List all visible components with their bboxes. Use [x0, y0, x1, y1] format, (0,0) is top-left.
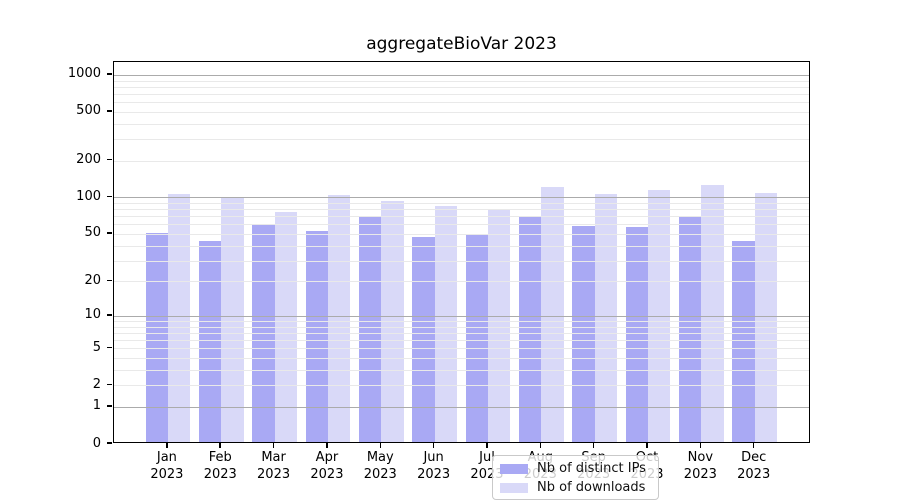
y-tick-mark — [107, 158, 112, 161]
y-tick-label: 200 — [76, 152, 101, 168]
x-tick-label-nov: Nov 2023 — [683, 450, 717, 482]
x-tick-mark — [432, 443, 435, 448]
x-tick-mark — [752, 443, 755, 448]
y-tick-mark — [107, 383, 112, 386]
bar-sep-downloads — [594, 193, 617, 442]
x-tick-mark — [272, 443, 275, 448]
bar-mar-distinct-ips — [252, 225, 275, 442]
bar-jan-downloads — [167, 194, 191, 442]
y-tick-label: 10 — [84, 307, 101, 323]
bar-nov-distinct-ips — [679, 217, 702, 442]
legend: Nb of distinct IPs Nb of downloads — [492, 455, 659, 500]
legend-row-downloads: Nb of downloads — [493, 478, 658, 497]
x-tick-label-jan: Jan 2023 — [150, 450, 184, 482]
bar-oct-distinct-ips — [625, 226, 648, 442]
bars-layer — [114, 62, 809, 442]
x-tick-mark — [486, 443, 488, 448]
bar-feb-downloads — [221, 197, 244, 442]
bar-jul-downloads — [487, 209, 511, 442]
x-tick-mark — [592, 443, 595, 448]
bar-mar-downloads — [274, 212, 297, 442]
bar-jun-downloads — [434, 205, 457, 442]
x-tick-mark — [539, 443, 542, 448]
legend-swatch-distinct-ips — [500, 463, 528, 474]
legend-label-distinct-ips: Nb of distinct IPs — [537, 461, 646, 476]
y-tick-label: 1000 — [67, 66, 101, 82]
bar-may-downloads — [381, 201, 404, 442]
x-tick-label-jun: Jun 2023 — [417, 450, 451, 482]
y-tick-label: 50 — [84, 225, 101, 241]
bar-jun-distinct-ips — [412, 237, 435, 442]
bar-jul-distinct-ips — [465, 234, 488, 442]
bar-may-distinct-ips — [358, 217, 382, 442]
x-tick-label-mar: Mar 2023 — [257, 450, 291, 482]
y-tick-label: 500 — [76, 103, 101, 119]
y-tick-mark — [107, 346, 112, 349]
legend-row-distinct-ips: Nb of distinct IPs — [493, 459, 658, 478]
bar-sep-distinct-ips — [572, 226, 595, 442]
y-tick-label: 0 — [92, 435, 101, 451]
x-tick-label-may: May 2023 — [363, 450, 397, 482]
y-tick-label: 5 — [92, 339, 101, 355]
x-tick-mark — [379, 443, 382, 448]
x-tick-label-feb: Feb 2023 — [203, 450, 237, 482]
bar-feb-distinct-ips — [198, 241, 222, 442]
bar-jan-distinct-ips — [145, 233, 168, 442]
x-tick-mark — [326, 443, 328, 448]
bar-apr-downloads — [327, 195, 351, 442]
x-tick-mark — [646, 443, 648, 448]
y-tick-label: 1 — [92, 398, 101, 414]
x-tick-mark — [166, 443, 168, 448]
y-tick-mark — [107, 73, 112, 75]
y-tick-mark — [107, 195, 112, 198]
legend-label-downloads: Nb of downloads — [537, 480, 646, 495]
plot-area: Nb of distinct IPs Nb of downloads — [113, 61, 810, 500]
bar-oct-downloads — [648, 190, 671, 442]
bar-aug-downloads — [541, 186, 564, 442]
x-tick-mark — [219, 443, 221, 448]
bar-dec-distinct-ips — [732, 241, 755, 442]
bar-apr-distinct-ips — [305, 230, 328, 442]
y-tick-label: 100 — [76, 188, 101, 204]
bar-aug-distinct-ips — [519, 215, 542, 442]
x-tick-mark — [699, 443, 702, 448]
y-tick-label: 2 — [92, 376, 101, 392]
y-tick-mark — [107, 442, 112, 444]
y-tick-mark — [107, 405, 112, 407]
y-tick-mark — [107, 279, 112, 282]
y-tick-label: 20 — [84, 272, 101, 288]
x-tick-label-dec: Dec 2023 — [737, 450, 771, 482]
chart-title: aggregateBioVar 2023 — [366, 34, 557, 54]
bar-nov-downloads — [701, 184, 724, 442]
legend-swatch-downloads — [500, 482, 528, 493]
x-tick-label-apr: Apr 2023 — [310, 450, 344, 482]
y-tick-mark — [107, 232, 112, 234]
y-tick-mark — [107, 110, 112, 112]
bar-dec-downloads — [754, 192, 777, 442]
y-tick-mark — [107, 314, 112, 316]
